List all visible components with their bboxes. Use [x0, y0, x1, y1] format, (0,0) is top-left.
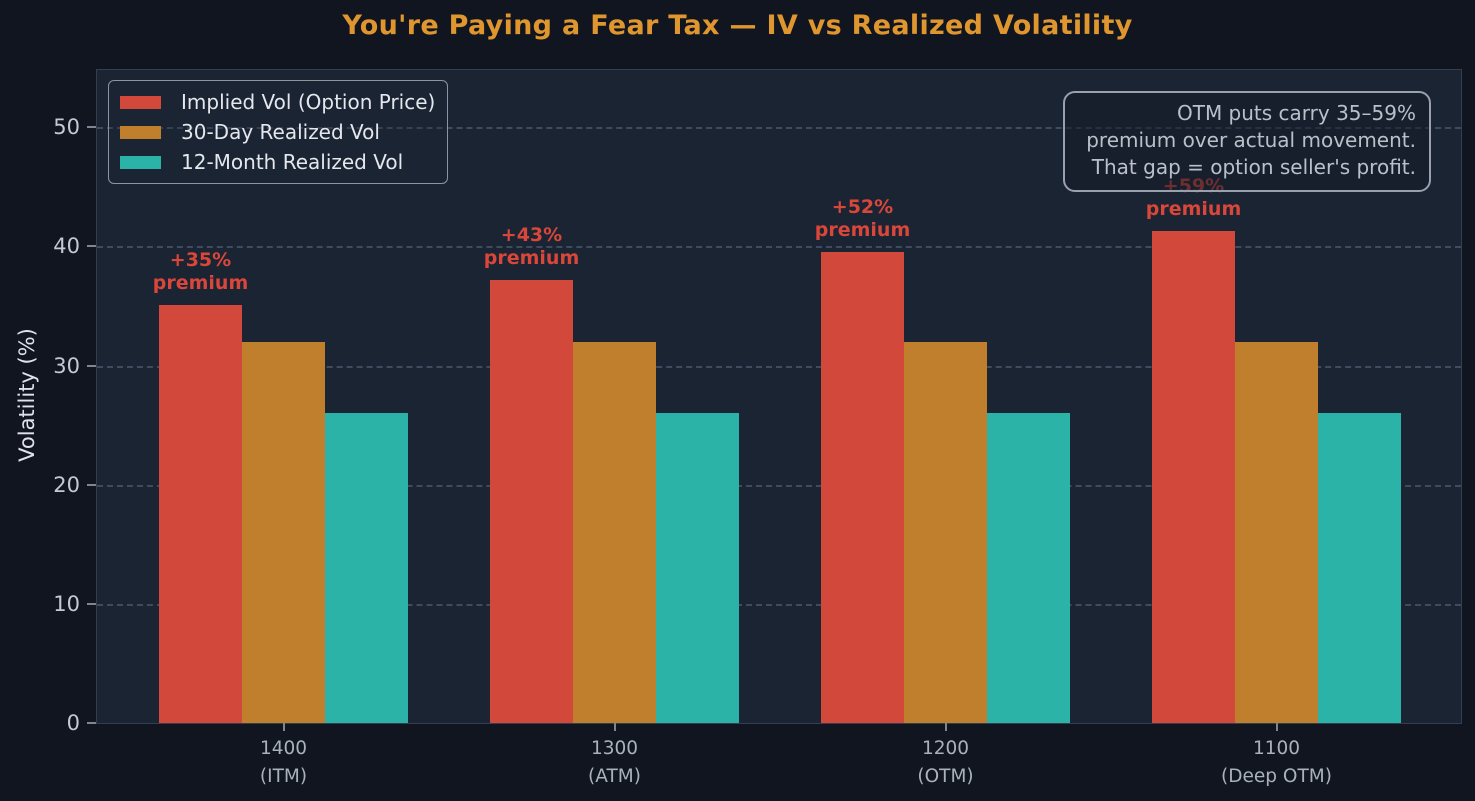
premium-annotation-1300: +43% premium	[483, 223, 580, 269]
legend-label: 30-Day Realized Vol	[181, 120, 380, 144]
y-tick-mark	[87, 602, 96, 605]
bar-realized-vol-30d-1300	[573, 341, 656, 723]
note-line: That gap = option seller's profit.	[1091, 155, 1416, 179]
x-tick-label-1300: 1300 (ATM)	[588, 738, 641, 787]
legend: Implied Vol (Option Price) 30-Day Realiz…	[108, 80, 448, 184]
legend-swatch-realized-vol-30d	[120, 125, 161, 139]
gridline	[97, 603, 1461, 606]
x-tick-mark	[282, 723, 285, 731]
x-tick-label-1400: 1400 (ITM)	[259, 738, 308, 787]
bar-realized-vol-30d-1100	[1235, 341, 1318, 723]
bar-realized-vol-12m-1100	[1318, 413, 1401, 723]
y-tick-mark	[87, 126, 96, 129]
note-line: OTM puts carry 35–59%	[1176, 101, 1416, 125]
bar-implied-vol-1200	[821, 252, 904, 723]
y-tick-mark	[87, 483, 96, 486]
y-tick-label: 0	[66, 711, 80, 735]
legend-item-realized-vol-12m: 12-Month Realized Vol	[120, 147, 436, 177]
gridline	[97, 365, 1461, 368]
y-tick-label: 50	[53, 115, 80, 140]
legend-swatch-implied-vol	[120, 95, 161, 109]
legend-label: Implied Vol (Option Price)	[181, 90, 436, 114]
bar-realized-vol-12m-1300	[656, 413, 739, 723]
x-tick-label-1100: 1100 (Deep OTM)	[1221, 738, 1332, 787]
y-tick-mark	[87, 245, 96, 248]
bar-realized-vol-30d-1400	[242, 341, 325, 723]
x-tick-mark	[613, 723, 616, 731]
chart-title: You're Paying a Fear Tax — IV vs Realize…	[342, 10, 1133, 41]
bar-implied-vol-1400	[159, 304, 242, 723]
bar-realized-vol-30d-1200	[904, 341, 987, 723]
y-tick-label: 10	[53, 591, 80, 616]
premium-annotation-1400: +35% premium	[152, 248, 249, 294]
legend-swatch-realized-vol-12m	[120, 155, 161, 169]
x-tick-mark	[1275, 723, 1278, 731]
gridline	[97, 127, 1461, 130]
premium-annotation-1200: +52% premium	[814, 196, 911, 242]
bar-realized-vol-12m-1200	[987, 413, 1070, 723]
bar-implied-vol-1300	[490, 279, 573, 723]
y-tick-label: 40	[53, 234, 80, 259]
y-axis-label: Volatility (%)	[15, 328, 39, 462]
gridline	[97, 484, 1461, 487]
legend-item-realized-vol-30d: 30-Day Realized Vol	[120, 117, 436, 147]
y-tick-mark	[87, 364, 96, 367]
x-tick-mark	[944, 723, 947, 731]
gridline	[97, 246, 1461, 249]
y-tick-label: 30	[53, 353, 80, 378]
legend-label: 12-Month Realized Vol	[181, 150, 404, 174]
y-tick-label: 20	[53, 472, 80, 497]
seller-profit-note: OTM puts carry 35–59% premium over actua…	[1063, 91, 1431, 192]
y-tick-mark	[87, 722, 96, 724]
bar-implied-vol-1100	[1152, 230, 1235, 723]
legend-item-implied-vol: Implied Vol (Option Price)	[120, 87, 436, 117]
x-tick-label-1200: 1200 (OTM)	[917, 738, 974, 787]
note-line: premium over actual movement.	[1086, 128, 1416, 152]
bar-realized-vol-12m-1400	[325, 413, 408, 723]
